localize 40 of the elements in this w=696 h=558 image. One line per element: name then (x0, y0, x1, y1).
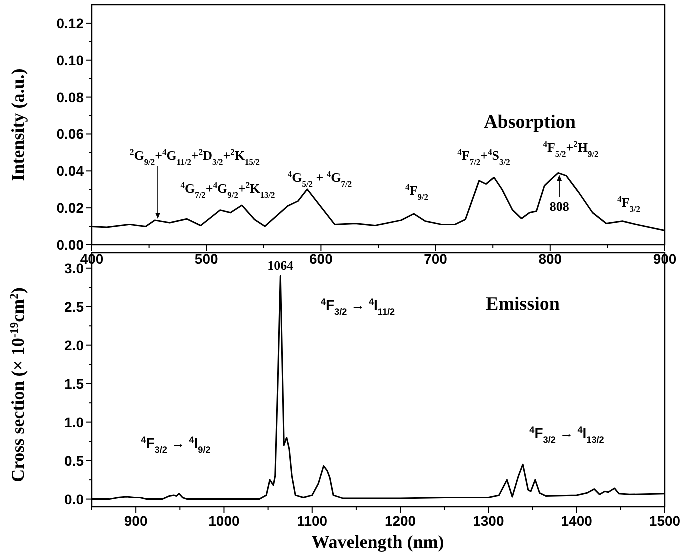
x-tick-label: 700 (424, 251, 448, 267)
text: Absorption (484, 112, 576, 133)
y-tick-label: 0.06 (56, 126, 84, 142)
annotation: 808 (550, 199, 570, 214)
x-tick-label: 900 (124, 513, 148, 529)
x-tick-label: 500 (194, 251, 218, 267)
y-tick-label: 1.0 (64, 414, 84, 430)
annotation: $^{4}$F$_{5/2}$+$^{2}$H$_{9/2}$ (543, 139, 599, 159)
y-tick-label: 0.02 (56, 200, 84, 216)
annotation: $^{4}$G$_{5/2}$ + $^{4}$G$_{7/2}$ (288, 169, 352, 189)
annotation: $^{4}$F$_{3/2}$ → $^{4}$I$_{13/2}$ (530, 425, 604, 445)
y-tick-label: 0.10 (56, 52, 84, 68)
y-tick-label: 0.5 (64, 452, 84, 469)
annotation: $^{4}$F$_{3/2}$ → $^{4}$I$_{11/2}$ (320, 297, 396, 317)
x-tick-label: 800 (538, 251, 562, 267)
text: $^{4}$G$_{7/2}$+$^{4}$G$_{9/2}$+$^{2}$K$_{13/2}$ (180, 180, 276, 200)
y-axis-title: Intensity (a.u.) (8, 68, 28, 182)
y-tick-label: 2.5 (64, 298, 84, 315)
x-tick-label: 600 (310, 251, 334, 267)
y-tick-label: 0.08 (56, 89, 84, 106)
x-tick-label: 1200 (384, 513, 416, 529)
annotation: 1064 (268, 258, 294, 274)
text: 0.00 (56, 237, 84, 253)
annotation: $^{4}$F$_{3/2}$ (618, 194, 640, 214)
x-tick-label: 1000 (208, 513, 240, 529)
x-tick-label: 1300 (473, 513, 504, 529)
annotation: $^{4}$F$_{9/2}$ (406, 182, 428, 202)
text: $^{2}$G$_{9/2}$+$^{4}$G$_{11/2}$+$^{2}$D$_{3/2}$+$^{2}$K$_{15/2}$ (130, 147, 260, 167)
y-tick-label: 0.12 (56, 15, 84, 32)
annotation: $^{4}$F$_{7/2}$+$^{4}$S$_{3/2}$ (458, 147, 510, 167)
text: Emission (486, 294, 560, 315)
x-axis-title: Wavelength (nm) (312, 532, 444, 552)
y-tick-label: 2.0 (64, 337, 84, 354)
x-tick-label: 1100 (297, 513, 328, 529)
x-tick-label: 1500 (649, 513, 681, 529)
y-tick-label: 0.04 (56, 163, 84, 180)
annotation: $^{4}$F$_{3/2}$ → $^{4}$I$_{9/2}$ (141, 435, 211, 455)
y-tick-label: 0.0 (64, 491, 84, 508)
y-tick-label: 1.5 (64, 376, 84, 392)
x-tick-label: 1400 (561, 513, 593, 529)
